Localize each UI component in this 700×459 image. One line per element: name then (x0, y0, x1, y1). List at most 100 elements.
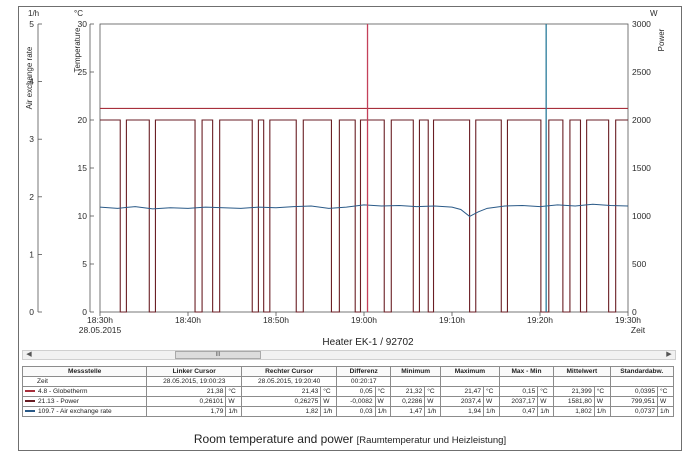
series (99, 107, 629, 313)
column-header[interactable]: Mittelwert (553, 366, 611, 377)
series-air-exchange-line (99, 203, 629, 217)
unit-cell: W (225, 396, 243, 407)
air-exchange-unit: 1/h (28, 9, 39, 18)
column-header[interactable]: Maximum (440, 366, 500, 377)
column-header[interactable]: Max - Min (498, 366, 555, 377)
table-cell: 21,399 (553, 386, 595, 397)
table-cell (553, 376, 611, 387)
table-row[interactable]: 21.13 - Power 0,26101 W 0,26275 W -0,0082 W 0,2… (21, 396, 674, 407)
table-cell: 0,26101 (146, 396, 227, 407)
cursors[interactable] (366, 24, 547, 312)
table-cell: 1,94 (440, 406, 485, 417)
power-tick-label: 2500 (632, 67, 651, 77)
table-cell: 1,79 (146, 406, 227, 417)
column-header[interactable]: Rechter Cursor (241, 366, 338, 377)
table-cell: 2037,4 (440, 396, 485, 407)
table-cell: 0,2286 (390, 396, 426, 407)
series-power-line (100, 119, 628, 313)
row-label: 109.7 - Air exchange rate (21, 406, 148, 417)
table-cell: 21,38 (146, 386, 227, 397)
air-exchange-axis-label: Air exchange rate (25, 46, 34, 109)
unit-cell: °C (537, 386, 555, 397)
series-swatch-icon (25, 410, 35, 413)
power-tick-label: 2000 (632, 115, 651, 125)
air-exchange-tick-label: 5 (29, 19, 34, 29)
table-cell: 0,05 (336, 386, 376, 397)
unit-cell: W (483, 396, 500, 407)
air-exchange-tick-label: 4 (29, 77, 34, 87)
table-cell: 0,03 (336, 406, 376, 417)
row-label: 4.8 - Globetherm (21, 386, 148, 397)
series-name: 109.7 - Air exchange rate (38, 408, 112, 415)
x-tick-label: 18:40h (175, 315, 201, 325)
temperature-tick-label: 10 (78, 211, 88, 221)
unit-cell: °C (483, 386, 500, 397)
x-tick-label: 18:30h (87, 315, 113, 325)
table-cell (390, 376, 442, 387)
table-row-zeit[interactable]: Zeit 28.05.2015, 19:00:23 28.05.2015, 19… (21, 376, 675, 387)
table-row[interactable]: 109.7 - Air exchange rate 1,79 1/h 1,82 1/h 0… (21, 406, 674, 417)
unit-cell: °C (593, 386, 611, 397)
temperature-unit: °C (74, 9, 83, 18)
unit-cell: °C (225, 386, 243, 397)
tick-labels: 5432103025201510503000250020001500100050… (25, 9, 666, 335)
table-cell: 1,47 (390, 406, 426, 417)
horizontal-scrollbar[interactable]: ◀ III ▶ (22, 350, 676, 360)
air-exchange-tick-label: 3 (29, 134, 34, 144)
unit-cell: W (537, 396, 555, 407)
temperature-tick-label: 15 (78, 163, 88, 173)
table-cell: 00:20:17 (336, 376, 392, 387)
unit-cell: °C (374, 386, 392, 397)
x-tick-label: 18:50h (263, 315, 289, 325)
table-cell: 28.05.2015, 19:00:23 (146, 376, 243, 387)
scroll-right-arrow-icon[interactable]: ▶ (666, 351, 672, 358)
x-date-label: 28.05.2015 (79, 325, 122, 335)
chart-title: Heater EK-1 / 92702 (322, 337, 414, 348)
air-exchange-tick-label: 2 (29, 192, 34, 202)
temperature-axis-label: Temperature (73, 27, 82, 72)
row-label: Zeit (21, 376, 148, 387)
unit-cell: W (374, 396, 392, 407)
table-cell: 1,82 (241, 406, 322, 417)
table-cell: 21,47 (440, 386, 485, 397)
chart-plot: 5432103025201510503000250020001500100050… (25, 9, 666, 348)
unit-cell: W (424, 396, 442, 407)
power-tick-label: 0 (632, 307, 637, 317)
row-label: 21.13 - Power (21, 396, 148, 407)
x-tick-label: 19:10h (439, 315, 465, 325)
unit-cell: 1/h (225, 406, 243, 417)
unit-cell: 1/h (424, 406, 442, 417)
figure-caption: Room temperature and power [Raumtemperat… (0, 432, 700, 446)
temperature-tick-label: 25 (78, 67, 88, 77)
column-header[interactable]: Differenz (336, 366, 392, 377)
temperature-tick-label: 30 (78, 19, 88, 29)
column-header[interactable]: Standardabw. (609, 366, 675, 377)
power-unit: W (650, 9, 658, 18)
x-tick-label: 19:00h (351, 315, 377, 325)
measurement-table: Messstelle Linker Cursor Rechter Cursor … (21, 366, 675, 417)
plot-area (99, 23, 629, 313)
unit-cell: °C (320, 386, 338, 397)
table-cell: 21,43 (241, 386, 322, 397)
scroll-left-arrow-icon[interactable]: ◀ (26, 351, 32, 358)
temperature-tick-label: 0 (82, 307, 87, 317)
unit-cell: W (320, 396, 338, 407)
column-header[interactable]: Minimum (390, 366, 442, 377)
axes (37, 23, 629, 316)
table-cell: 1,802 (553, 406, 595, 417)
column-header[interactable]: Linker Cursor (146, 366, 243, 377)
scrollbar-thumb[interactable]: III (175, 351, 261, 359)
unit-cell: 1/h (374, 406, 392, 417)
series-swatch-icon (25, 390, 35, 393)
column-header[interactable]: Messstelle (21, 366, 148, 377)
temperature-tick-label: 5 (82, 259, 87, 269)
table-cell (440, 376, 500, 387)
table-cell: 0,0395 (609, 386, 659, 397)
table-cell: 0,15 (498, 386, 539, 397)
unit-cell: 1/h (537, 406, 555, 417)
table-row[interactable]: 4.8 - Globetherm 21,38 °C 21,43 °C 0,05 °C 21,3… (21, 386, 674, 397)
unit-cell: 1/h (320, 406, 338, 417)
unit-cell: °C (657, 386, 674, 397)
x-tick-label: 19:30h (615, 315, 641, 325)
x-tick-label: 19:20h (527, 315, 553, 325)
